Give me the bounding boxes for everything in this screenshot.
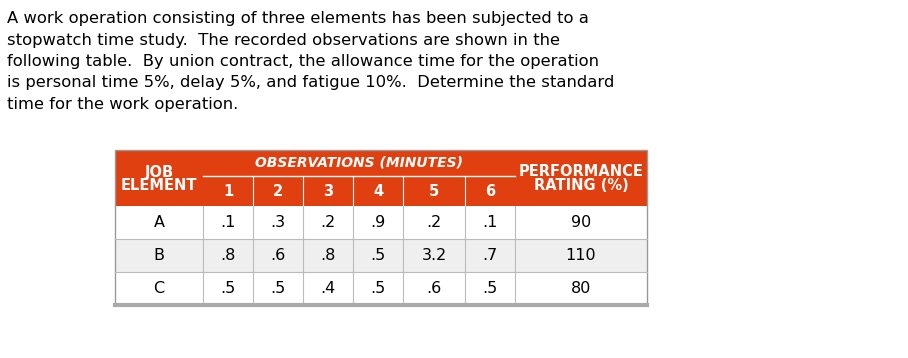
Bar [253,176,303,206]
Text: .2: .2 [321,215,336,230]
Text: .5: .5 [370,248,386,263]
Bar [403,176,465,206]
Bar [203,150,515,176]
Bar [353,176,403,206]
Text: 5: 5 [429,184,439,198]
Text: JOB: JOB [144,164,173,179]
Text: is personal time 5%, delay 5%, and fatigue 10%.  Determine the standard: is personal time 5%, delay 5%, and fatig… [7,76,615,91]
Text: ELEMENT: ELEMENT [121,178,197,193]
Text: RATING (%): RATING (%) [534,178,628,193]
Text: 1: 1 [222,184,233,198]
Text: 4: 4 [373,184,383,198]
Bar [115,150,203,206]
Text: stopwatch time study.  The recorded observations are shown in the: stopwatch time study. The recorded obser… [7,33,560,48]
Text: .5: .5 [271,281,286,296]
Text: .8: .8 [221,248,236,263]
Bar [303,176,353,206]
Bar [115,239,647,272]
Text: 2: 2 [273,184,283,198]
Text: 110: 110 [566,248,597,263]
Text: .6: .6 [271,248,286,263]
Text: .6: .6 [427,281,441,296]
Text: following table.  By union contract, the allowance time for the operation: following table. By union contract, the … [7,54,599,69]
Text: .5: .5 [221,281,235,296]
Text: 3: 3 [323,184,333,198]
Text: .7: .7 [482,248,498,263]
Text: .8: .8 [321,248,336,263]
Text: B: B [153,248,164,263]
Bar [115,206,647,239]
Bar [515,150,647,206]
Text: 6: 6 [485,184,495,198]
Text: .9: .9 [370,215,386,230]
Bar [115,272,647,305]
Text: .1: .1 [482,215,498,230]
Text: A work operation consisting of three elements has been subjected to a: A work operation consisting of three ele… [7,11,589,26]
Text: .5: .5 [370,281,386,296]
Text: OBSERVATIONS (MINUTES): OBSERVATIONS (MINUTES) [255,156,463,170]
Text: 80: 80 [571,281,591,296]
Text: PERFORMANCE: PERFORMANCE [518,164,644,179]
Text: time for the work operation.: time for the work operation. [7,97,238,112]
Bar [203,176,253,206]
Text: .4: .4 [321,281,336,296]
Text: .3: .3 [271,215,285,230]
Text: A: A [153,215,164,230]
Text: .2: .2 [427,215,441,230]
Bar [115,150,647,305]
Text: 90: 90 [571,215,591,230]
Bar [465,176,515,206]
Text: .1: .1 [221,215,236,230]
Text: .5: .5 [482,281,498,296]
Text: 3.2: 3.2 [421,248,447,263]
Text: C: C [153,281,164,296]
